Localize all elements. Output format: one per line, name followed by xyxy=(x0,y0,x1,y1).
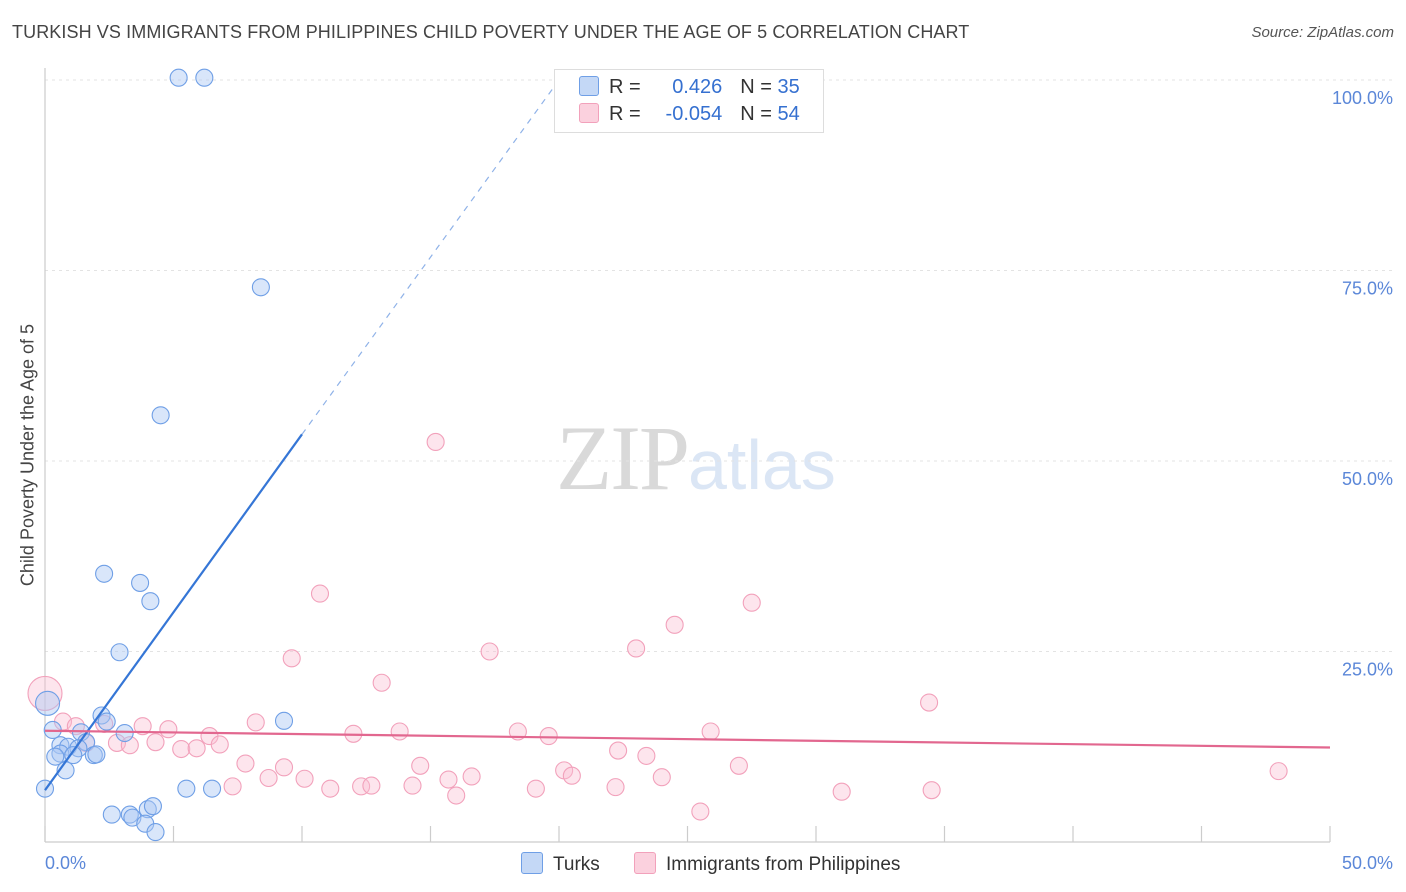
philippines-point xyxy=(665,615,684,634)
philippines-point xyxy=(223,777,242,796)
philippines-point xyxy=(480,642,499,661)
turks-point xyxy=(120,805,139,824)
philippines-point xyxy=(539,727,558,746)
x-tick-label: 50.0% xyxy=(1342,853,1393,873)
philippines-point xyxy=(282,649,301,668)
philippines-point xyxy=(236,754,255,773)
turks-point xyxy=(141,592,160,611)
philippines-point xyxy=(352,777,371,796)
philippines-point xyxy=(426,432,445,452)
turks-point xyxy=(169,68,188,87)
philippines-point xyxy=(27,675,63,711)
philippines-point xyxy=(1269,762,1288,781)
legend-row-turks: R = 0.426 N = 35 xyxy=(579,76,800,99)
philippines-point xyxy=(390,722,409,741)
turks-point xyxy=(46,747,65,766)
philippines-point xyxy=(508,722,527,741)
philippines-point xyxy=(627,639,646,658)
philippines-n-value: 54 xyxy=(777,103,800,125)
turks-point xyxy=(151,406,170,425)
philippines-point xyxy=(447,786,466,805)
turks-point xyxy=(95,564,114,583)
philippines-point xyxy=(159,720,178,739)
philippines-point xyxy=(310,584,330,603)
turks-point xyxy=(195,68,214,87)
philippines-point xyxy=(246,713,265,732)
philippines-r-value: -0.054 xyxy=(665,103,723,125)
philippines-point xyxy=(742,593,761,612)
philippines-point xyxy=(652,768,671,787)
philippines-point xyxy=(439,770,458,789)
turks-point xyxy=(87,745,106,764)
turks-r-value: 0.426 xyxy=(672,76,723,98)
legend-row-philippines: R = -0.054 N = 54 xyxy=(579,103,800,126)
philippines-point xyxy=(637,746,656,765)
chart-title: TURKISH VS IMMIGRANTS FROM PHILIPPINES C… xyxy=(12,22,970,42)
philippines-point xyxy=(922,781,941,800)
turks-point xyxy=(64,746,83,765)
y-tick-label: 50.0% xyxy=(1342,469,1393,489)
turks-point xyxy=(203,779,222,798)
turks-point xyxy=(97,712,116,731)
turks-legend-icon xyxy=(521,852,543,874)
philippines-swatch-icon xyxy=(579,103,599,123)
y-tick-label: 75.0% xyxy=(1342,279,1393,299)
philippines-trend-line xyxy=(44,729,1331,749)
philippines-point xyxy=(691,802,710,821)
turks-point xyxy=(146,823,165,842)
philippines-point xyxy=(187,739,206,758)
turks-trend-line xyxy=(44,433,303,791)
turks-point xyxy=(177,779,196,798)
philippines-point xyxy=(526,779,545,798)
turks-point xyxy=(143,797,162,816)
philippines-point xyxy=(609,741,628,760)
philippines-point xyxy=(832,782,851,801)
philippines-point xyxy=(729,756,748,775)
turks-point xyxy=(102,805,121,824)
y-tick-label: 25.0% xyxy=(1342,660,1393,680)
turks-trend-extension xyxy=(301,79,560,435)
source-label: Source: ZipAtlas.com xyxy=(1251,24,1394,41)
philippines-point xyxy=(172,739,191,759)
x-tick-label: 0.0% xyxy=(45,853,86,873)
philippines-point xyxy=(462,767,481,786)
philippines-point xyxy=(403,776,422,795)
philippines-point xyxy=(562,766,581,785)
turks-point xyxy=(138,800,157,819)
philippines-point xyxy=(210,735,229,754)
turks-point xyxy=(251,278,270,297)
philippines-point xyxy=(920,693,939,712)
y-tick-label: 100.0% xyxy=(1332,88,1393,108)
philippines-point xyxy=(146,733,165,752)
turks-n-value: 35 xyxy=(777,76,800,98)
philippines-point xyxy=(274,758,294,777)
correlation-legend: R = 0.426 N = 35 R = -0.054 N = 54 xyxy=(554,69,824,133)
turks-point xyxy=(110,643,129,662)
turks-point xyxy=(115,723,134,743)
watermark: ZIPatlas xyxy=(556,407,836,509)
turks-swatch-icon xyxy=(579,76,599,96)
philippines-point xyxy=(259,768,278,788)
turks-point xyxy=(274,711,294,730)
bottom-legend-philippines: Immigrants from Philippines xyxy=(634,852,900,876)
turks-point xyxy=(131,573,150,592)
philippines-point xyxy=(321,779,340,798)
philippines-point xyxy=(411,756,430,775)
bottom-legend-turks: Turks xyxy=(521,852,600,876)
philippines-point xyxy=(372,673,391,692)
philippines-point xyxy=(133,717,152,736)
philippines-point xyxy=(362,776,381,795)
turks-point xyxy=(35,690,61,716)
philippines-point xyxy=(606,778,625,797)
philippines-legend-icon xyxy=(634,852,656,874)
philippines-point xyxy=(295,769,314,788)
philippines-point xyxy=(701,722,720,741)
